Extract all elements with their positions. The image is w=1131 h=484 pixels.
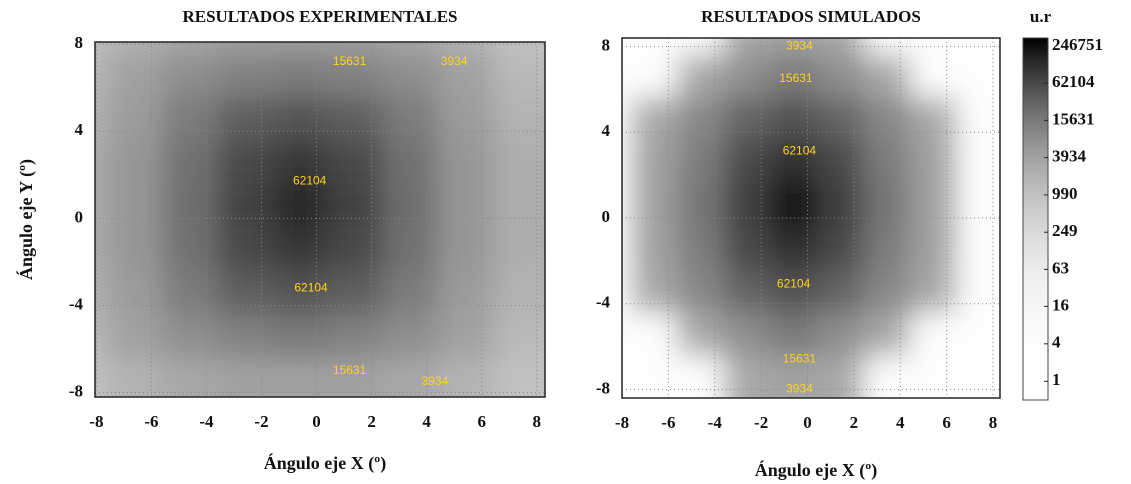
x-axis-label: Ángulo eje X (º): [264, 452, 386, 474]
colorbar-tick-label: 4: [1052, 333, 1061, 352]
colorbar-tick-label: 1: [1052, 370, 1061, 389]
x-tick-label: 4: [896, 413, 905, 432]
contour-label: 3934: [422, 374, 449, 388]
x-tick-label: -6: [144, 412, 158, 431]
y-tick-label: -4: [596, 293, 611, 312]
colorbar-tick-label: 63: [1052, 258, 1069, 277]
contour-label: 62104: [294, 280, 328, 294]
y-tick-label: 8: [602, 35, 611, 54]
y-tick-label: -4: [69, 294, 84, 313]
contour-label: 62104: [293, 174, 327, 188]
colorbar-tick-label: 3934: [1052, 147, 1087, 166]
x-tick-label: -4: [199, 412, 214, 431]
y-tick-label: 8: [75, 33, 84, 52]
x-axis-label: Ángulo eje X (º): [755, 459, 877, 481]
plot-frame: [621, 37, 1001, 399]
y-tick-label: -8: [69, 382, 83, 401]
y-tick-label: 0: [602, 207, 611, 226]
contour-label: 15631: [783, 352, 817, 366]
colorbar-tick-label: 16: [1052, 295, 1069, 314]
x-tick-label: 8: [532, 412, 541, 431]
contour-label: 15631: [333, 363, 367, 377]
colorbar-tick-label: 990: [1052, 184, 1078, 203]
colorbar-tick-label: 62104: [1052, 72, 1095, 91]
contour-label: 62104: [777, 277, 811, 291]
x-tick-label: 6: [942, 413, 951, 432]
plot-frame: [94, 41, 546, 398]
x-tick-label: -4: [708, 413, 723, 432]
contour-label: 15631: [779, 71, 813, 85]
contour-label: 62104: [783, 144, 817, 158]
x-tick-label: 4: [422, 412, 431, 431]
contour-cells: [622, 38, 1000, 398]
contour-label: 3934: [786, 39, 813, 53]
contour-field: [95, 42, 545, 397]
colorbar-label: u.r: [1030, 7, 1052, 26]
colorbar-tick-label: 15631: [1052, 109, 1095, 128]
x-tick-label: -2: [754, 413, 768, 432]
contour-label: 3934: [441, 54, 468, 68]
y-tick-label: 4: [602, 121, 611, 140]
x-tick-label: -2: [254, 412, 268, 431]
x-tick-label: 8: [989, 413, 998, 432]
x-tick-label: -6: [661, 413, 675, 432]
contour-label: 3934: [786, 382, 813, 396]
chart-title: RESULTADOS SIMULADOS: [701, 7, 921, 26]
contour-field: [622, 38, 1000, 398]
y-tick-label: 0: [75, 207, 84, 226]
y-tick-label: 4: [75, 120, 84, 139]
colorbar-tick-label: 246751: [1052, 35, 1103, 54]
chart-title: RESULTADOS EXPERIMENTALES: [182, 7, 457, 26]
y-axis-label: Ángulo eje Y (º): [15, 159, 37, 280]
x-tick-label: 0: [312, 412, 321, 431]
colorbar-tick-label: 249: [1052, 221, 1078, 240]
contour-label: 15631: [333, 54, 367, 68]
y-tick-label: -8: [596, 378, 610, 397]
colorbar: [1022, 37, 1049, 401]
x-tick-label: 2: [850, 413, 859, 432]
x-tick-label: 0: [803, 413, 812, 432]
x-tick-label: 2: [367, 412, 376, 431]
x-tick-label: -8: [615, 413, 629, 432]
x-tick-label: 6: [477, 412, 486, 431]
x-tick-label: -8: [89, 412, 103, 431]
